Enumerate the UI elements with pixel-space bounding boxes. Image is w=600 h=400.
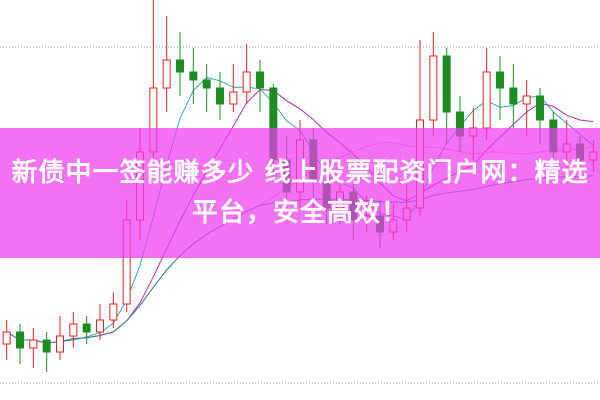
- candle-body: [442, 55, 451, 113]
- candle: [429, 32, 438, 136]
- candle: [202, 64, 211, 112]
- candle-body: [96, 319, 104, 333]
- candle: [509, 64, 518, 128]
- candle-body: [189, 71, 198, 81]
- candle: [242, 44, 251, 104]
- candle-body: [69, 323, 78, 337]
- candle: [189, 48, 198, 104]
- candle: [229, 64, 238, 112]
- candle-body: [216, 87, 224, 105]
- candle-body: [429, 55, 438, 121]
- candle: [176, 32, 184, 96]
- candle-body: [229, 91, 238, 105]
- candle-body: [42, 339, 51, 353]
- candle-body: [82, 323, 91, 333]
- candle: [522, 80, 531, 136]
- candle: [56, 316, 64, 360]
- candle-body: [522, 95, 531, 105]
- candle: [216, 72, 224, 120]
- candle-body: [2, 331, 11, 345]
- candle: [42, 332, 51, 372]
- candle: [256, 60, 264, 112]
- banner-title: 新债中一签能赚多少 线上股票配资门户网：精选平台，安全高效！: [11, 158, 589, 228]
- candle-body: [256, 71, 264, 89]
- candle: [482, 48, 491, 140]
- candle: [496, 56, 504, 120]
- candle: [109, 292, 118, 328]
- candle-body: [482, 71, 491, 129]
- candle-body: [536, 95, 544, 121]
- candle-body: [202, 79, 211, 89]
- candle-body: [242, 71, 251, 93]
- candle-body: [109, 303, 118, 321]
- title-banner: 新债中一签能赚多少 线上股票配资门户网：精选平台，安全高效！: [0, 128, 600, 258]
- candle-body: [496, 71, 504, 89]
- candle-body: [176, 59, 184, 73]
- candle: [82, 316, 91, 344]
- candle-body: [29, 339, 38, 349]
- candle-body: [16, 331, 24, 349]
- candle: [96, 304, 104, 340]
- candle: [69, 312, 78, 348]
- candle-body: [509, 87, 518, 105]
- candle: [2, 320, 11, 360]
- candle: [16, 324, 24, 364]
- candle-body: [162, 59, 171, 89]
- candle: [162, 16, 171, 112]
- candle-body: [56, 335, 64, 353]
- candle: [29, 328, 38, 368]
